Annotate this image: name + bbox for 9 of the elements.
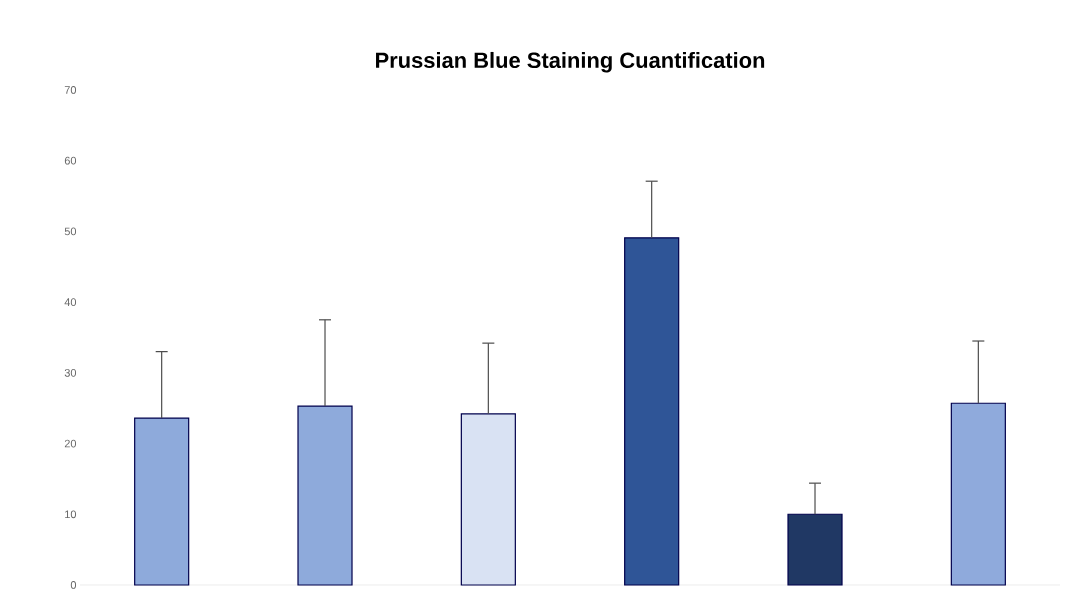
y-tick-label: 0 bbox=[70, 581, 77, 589]
y-tick-label: 30 bbox=[64, 368, 77, 377]
chart-title: Prussian Blue Staining Cuantification bbox=[376, 51, 765, 73]
y-tick-label: 60 bbox=[64, 156, 77, 165]
y-tick-label: 40 bbox=[64, 298, 77, 307]
y-tick-label: 10 bbox=[65, 510, 77, 519]
y-tick-label: 20 bbox=[64, 439, 77, 448]
y-tick-label: 50 bbox=[64, 227, 77, 236]
y-tick-label: 70 bbox=[64, 86, 77, 94]
